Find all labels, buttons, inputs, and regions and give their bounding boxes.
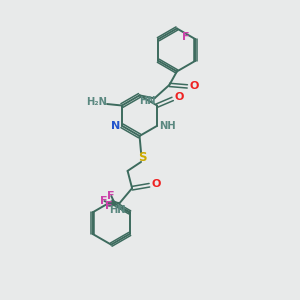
Text: F: F <box>105 201 112 211</box>
Text: O: O <box>151 179 161 189</box>
Text: HN: HN <box>139 96 155 106</box>
Text: F: F <box>106 191 114 201</box>
Text: HN: HN <box>110 205 126 215</box>
Text: S: S <box>138 151 147 164</box>
Text: O: O <box>189 81 199 92</box>
Text: F: F <box>100 196 107 206</box>
Text: N: N <box>111 121 121 131</box>
Text: NH: NH <box>159 121 176 131</box>
Text: F: F <box>182 32 190 42</box>
Text: O: O <box>175 92 184 101</box>
Text: H₂N: H₂N <box>86 97 107 107</box>
